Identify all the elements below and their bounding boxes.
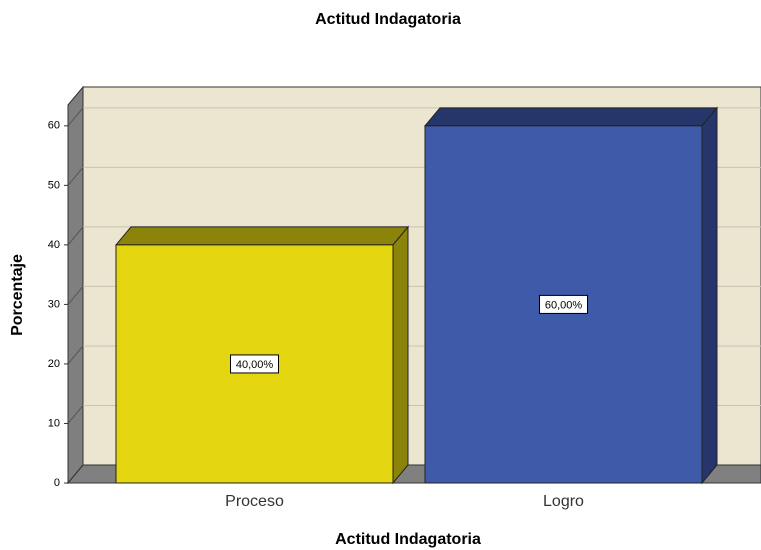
value-label-box	[539, 294, 588, 314]
y-axis-label: Porcentaje	[9, 254, 26, 336]
x-tick-label: Logro	[543, 493, 584, 510]
y-tick-label: 60	[48, 120, 60, 132]
grid-line	[67, 345, 84, 365]
bar-top	[423, 107, 719, 127]
grid-line	[67, 167, 84, 186]
value-label: 40,00%	[236, 359, 274, 371]
grid-line	[67, 405, 84, 424]
y-tick-label: 0	[54, 477, 60, 489]
grid-line	[67, 107, 84, 127]
value-label: 60,00%	[545, 299, 583, 311]
y-tick-label: 50	[48, 179, 60, 191]
chart-title: Actitud Indagatoria	[315, 11, 461, 28]
y-tick-label: 20	[48, 358, 60, 370]
bar-side	[701, 106, 718, 485]
value-label-box	[230, 354, 279, 374]
grid-line	[67, 286, 84, 305]
grid-line	[67, 226, 84, 246]
x-tick-label: Proceso	[225, 493, 284, 510]
side-wall	[67, 85, 84, 485]
bar-side	[392, 225, 409, 485]
x-axis-label: Actitud Indagatoria	[335, 531, 481, 548]
y-tick-label: 30	[48, 298, 60, 310]
bar-top	[114, 226, 410, 246]
y-tick-label: 10	[48, 417, 60, 429]
y-tick-label: 40	[48, 239, 60, 251]
